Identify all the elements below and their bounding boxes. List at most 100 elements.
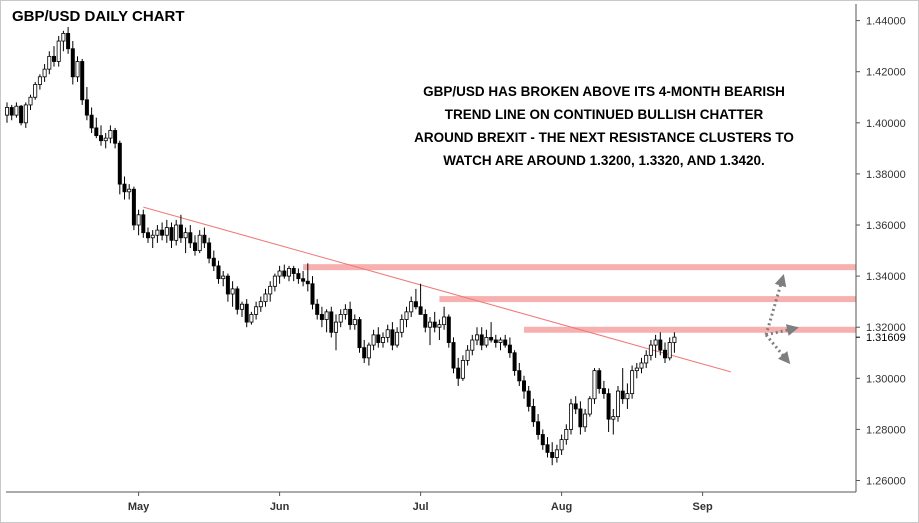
candle-body-up — [484, 337, 489, 346]
y-tick-label: 1.32000 — [866, 322, 906, 334]
candle — [423, 309, 428, 333]
candle — [127, 184, 132, 200]
candle-body-down — [423, 314, 428, 328]
candle — [258, 296, 263, 312]
candle — [324, 309, 329, 333]
candle-body-down — [348, 308, 353, 326]
y-tick-label: 1.36000 — [866, 220, 906, 232]
candle-body-up — [197, 234, 202, 251]
candle-body-up — [47, 55, 52, 70]
y-tick-label: 1.26000 — [866, 476, 906, 488]
candle — [164, 219, 169, 243]
candle-body-down — [84, 99, 89, 116]
candle — [80, 58, 85, 105]
candle — [625, 383, 630, 409]
candle — [145, 227, 150, 243]
candle-body-down — [597, 370, 602, 389]
candle-body-up — [75, 61, 80, 78]
candle-body-down — [536, 421, 541, 435]
candle-body-up — [338, 314, 343, 323]
candle-body-down — [550, 451, 555, 458]
candle-body-up — [221, 275, 226, 280]
annotation-line-3: AROUND BREXIT - THE NEXT RESISTANCE CLUS… — [414, 130, 794, 145]
candle — [183, 227, 188, 254]
candle-body-up — [254, 306, 259, 315]
candle — [611, 408, 616, 435]
candle-body-up — [592, 370, 597, 400]
candle — [221, 270, 226, 287]
candle-body-down — [456, 367, 461, 379]
candle-body-down — [526, 390, 531, 407]
candle — [37, 74, 42, 90]
candle — [597, 368, 602, 394]
candle-body-down — [376, 334, 381, 343]
candle — [606, 388, 611, 432]
candle — [554, 444, 559, 463]
candle — [559, 434, 564, 455]
candle — [564, 424, 569, 445]
candle — [225, 273, 230, 302]
candle — [427, 316, 432, 346]
candle — [84, 87, 89, 121]
candle-body-up — [399, 319, 404, 333]
x-tick-label: Aug — [551, 501, 572, 513]
candle — [385, 324, 390, 343]
candle-body-down — [188, 232, 193, 244]
candle — [174, 219, 179, 246]
candle-body-down — [19, 105, 24, 124]
candle — [404, 306, 409, 328]
candle — [409, 296, 414, 317]
candle-body-up — [460, 360, 465, 379]
candle — [479, 327, 484, 351]
candle — [230, 281, 235, 307]
candle — [503, 334, 508, 348]
candle-body-up — [385, 329, 390, 338]
y-tick-label: 1.40000 — [866, 118, 906, 130]
candle — [211, 250, 216, 271]
candle-body-up — [644, 354, 649, 364]
candle — [319, 306, 324, 328]
candle — [522, 375, 527, 399]
candle — [634, 362, 639, 379]
candle-body-down — [663, 349, 668, 359]
candle-body-up — [611, 416, 616, 420]
candle — [446, 314, 451, 348]
candle-body-down — [211, 257, 216, 267]
candle-body-up — [352, 319, 357, 326]
candle-body-down — [9, 107, 14, 116]
candle — [512, 350, 517, 376]
candle-body-down — [658, 339, 663, 351]
candle-body-down — [169, 227, 174, 241]
candle-body-down — [207, 242, 212, 259]
candle — [616, 385, 621, 422]
candle-body-down — [225, 275, 230, 295]
candle-body-down — [122, 183, 127, 193]
candle-body-up — [625, 393, 630, 400]
candle-body-up — [183, 232, 188, 239]
candle-body-down — [578, 408, 583, 428]
candle — [460, 355, 465, 381]
candle — [66, 26, 71, 54]
x-tick-label: Jun — [270, 501, 290, 513]
candle — [352, 314, 357, 330]
candle-body-up — [155, 229, 160, 236]
candle-body-up — [498, 339, 503, 343]
candle-body-up — [28, 96, 33, 106]
candle — [470, 334, 475, 356]
annotation-line-1: GBP/USD HAS BROKEN ABOVE ITS 4-MONTH BEA… — [423, 84, 785, 99]
candle-body-up — [634, 367, 639, 372]
candle — [442, 306, 447, 330]
candle-body-up — [404, 311, 409, 320]
candle-body-down — [202, 234, 207, 244]
candle-body-down — [310, 283, 315, 305]
candle-body-up — [630, 370, 635, 395]
y-tick-label: 1.30000 — [866, 373, 906, 385]
candle-body-up — [23, 104, 28, 124]
candle — [437, 319, 442, 340]
candle — [202, 227, 207, 248]
candle-body-down — [80, 61, 85, 101]
candle — [192, 235, 197, 256]
candle — [42, 64, 47, 82]
candle — [583, 408, 588, 432]
candle — [620, 368, 625, 404]
